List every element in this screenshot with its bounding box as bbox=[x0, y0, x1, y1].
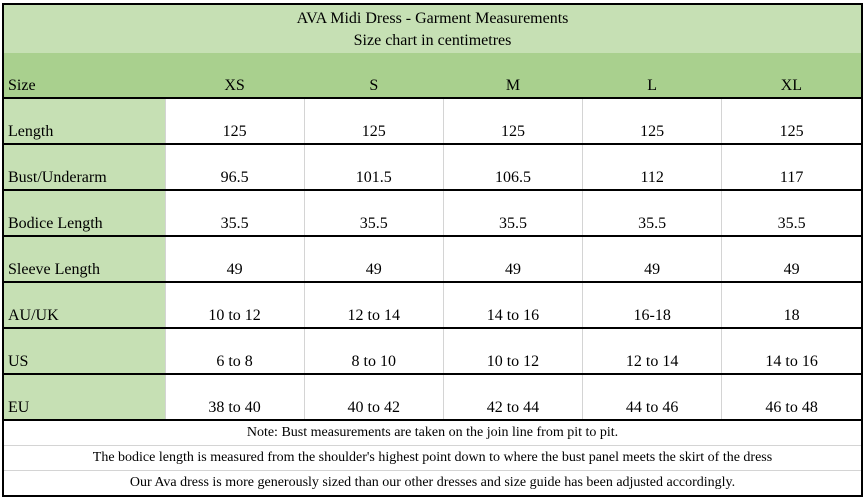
table-row: Sleeve Length 49 49 49 49 49 bbox=[4, 235, 861, 282]
measurement-cell: 125 bbox=[164, 97, 305, 144]
row-label: Bodice Length bbox=[4, 189, 165, 236]
header-label: Size bbox=[4, 53, 165, 98]
measurement-cell: 49 bbox=[442, 235, 583, 282]
header-row: Size XS S M L XL bbox=[4, 53, 861, 98]
table-row: Length 125 125 125 125 125 bbox=[4, 97, 861, 144]
measurement-cell: 101.5 bbox=[303, 143, 444, 190]
header-size: S bbox=[304, 53, 444, 98]
table-row: AU/UK 10 to 12 12 to 14 14 to 16 16-18 18 bbox=[4, 281, 861, 328]
measurement-cell: 8 to 10 bbox=[303, 327, 444, 374]
row-label: Sleeve Length bbox=[4, 235, 165, 282]
note-1: Note: Bust measurements are taken on the… bbox=[4, 419, 861, 445]
measurement-cell: 49 bbox=[721, 235, 861, 282]
size-chart: AVA Midi Dress - Garment Measurements Si… bbox=[2, 3, 863, 497]
table-row: Bust/Underarm 96.5 101.5 106.5 112 117 bbox=[4, 143, 861, 190]
measurement-cell: 12 to 14 bbox=[303, 281, 444, 328]
measurement-cell: 14 to 16 bbox=[442, 281, 583, 328]
measurement-cell: 117 bbox=[721, 143, 861, 190]
measurement-cell: 42 to 44 bbox=[442, 373, 583, 419]
header-size: M bbox=[443, 53, 583, 98]
header-size: XL bbox=[721, 53, 861, 98]
measurement-cell: 6 to 8 bbox=[164, 327, 305, 374]
note-3: Our Ava dress is more generously sized t… bbox=[4, 470, 861, 495]
header-size: L bbox=[582, 53, 722, 98]
note-2: The bodice length is measured from the s… bbox=[4, 445, 861, 470]
measurement-cell: 96.5 bbox=[164, 143, 305, 190]
measurement-cell: 40 to 42 bbox=[303, 373, 444, 419]
measurement-cell: 46 to 48 bbox=[721, 373, 861, 419]
measurement-cell: 125 bbox=[442, 97, 583, 144]
measurement-cell: 18 bbox=[721, 281, 861, 328]
measurement-cell: 106.5 bbox=[442, 143, 583, 190]
row-label: AU/UK bbox=[4, 281, 165, 328]
measurement-cell: 125 bbox=[582, 97, 722, 144]
chart-title: AVA Midi Dress - Garment Measurements bbox=[296, 10, 569, 27]
table-row: Bodice Length 35.5 35.5 35.5 35.5 35.5 bbox=[4, 189, 861, 236]
measurement-cell: 44 to 46 bbox=[582, 373, 722, 419]
table-row: EU 38 to 40 40 to 42 42 to 44 44 to 46 46 to … bbox=[4, 373, 861, 419]
measurement-cell: 49 bbox=[582, 235, 722, 282]
measurement-cell: 125 bbox=[303, 97, 444, 144]
row-label: Bust/Underarm bbox=[4, 143, 165, 190]
measurement-cell: 35.5 bbox=[721, 189, 861, 236]
measurement-cell: 16-18 bbox=[582, 281, 722, 328]
chart-subtitle: Size chart in centimetres bbox=[353, 32, 512, 49]
measurement-cell: 35.5 bbox=[582, 189, 722, 236]
size-table: Size XS S M L XL Length 125 125 125 125 125 Bu… bbox=[4, 53, 861, 419]
chart-title-block: AVA Midi Dress - Garment Measurements Si… bbox=[4, 5, 861, 53]
measurement-cell: 112 bbox=[582, 143, 722, 190]
measurement-cell: 38 to 40 bbox=[164, 373, 305, 419]
measurement-cell: 35.5 bbox=[164, 189, 305, 236]
row-label: EU bbox=[4, 373, 165, 419]
row-label: Length bbox=[4, 97, 165, 144]
measurement-cell: 35.5 bbox=[303, 189, 444, 236]
measurement-cell: 10 to 12 bbox=[164, 281, 305, 328]
measurement-cell: 35.5 bbox=[442, 189, 583, 236]
measurement-cell: 12 to 14 bbox=[582, 327, 722, 374]
header-size: XS bbox=[165, 53, 305, 98]
measurement-cell: 125 bbox=[721, 97, 861, 144]
row-label: US bbox=[4, 327, 165, 374]
measurement-cell: 10 to 12 bbox=[442, 327, 583, 374]
measurement-cell: 49 bbox=[164, 235, 305, 282]
measurement-cell: 14 to 16 bbox=[721, 327, 861, 374]
measurement-cell: 49 bbox=[303, 235, 444, 282]
